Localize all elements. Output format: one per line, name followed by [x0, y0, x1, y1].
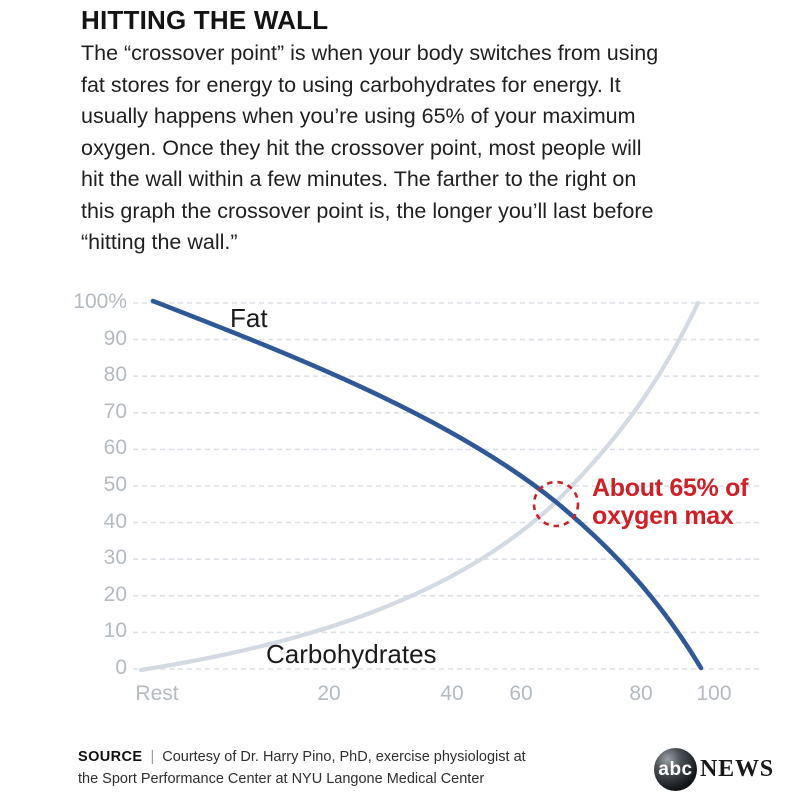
y-axis-tick: 40	[103, 509, 127, 533]
x-axis-tick: 100	[696, 682, 732, 705]
crossover-point-circle	[532, 480, 580, 528]
x-axis-tick: 20	[317, 682, 341, 705]
y-axis-tick: 10	[103, 619, 127, 643]
source-credit: SOURCE | Courtesy of Dr. Harry Pino, PhD, …	[78, 747, 526, 790]
page-title: HITTING THE WALL	[81, 5, 329, 35]
x-axis-tick: 80	[629, 682, 653, 705]
fat-line	[150, 298, 704, 671]
x-axis-tick: 60	[509, 682, 533, 705]
source-separator: |	[150, 749, 155, 765]
x-axis-tick: Rest	[135, 682, 179, 705]
abc-logo-icon: abc	[654, 748, 697, 791]
annotation-line-1: About 65% of	[592, 474, 749, 502]
intro-line: this graph the crossover point is, the l…	[81, 198, 654, 223]
x-axis-tick: 40	[440, 682, 464, 705]
news-wordmark: NEWS	[700, 756, 774, 782]
carbohydrates-line	[138, 300, 701, 673]
intro-paragraph: The “crossover point” is when your body …	[81, 38, 658, 259]
intro-line: hit the wall within a few minutes. The f…	[81, 167, 637, 191]
y-axis-tick: 90	[103, 326, 127, 350]
annotation-line-2: oxygen max	[592, 502, 734, 530]
y-axis-tick: 0	[115, 656, 127, 679]
source-label: SOURCE	[78, 749, 143, 765]
intro-line: The “crossover point” is when your body …	[81, 41, 659, 65]
y-axis-tick: 70	[103, 399, 127, 423]
intro-line: “hitting the wall.”	[81, 230, 238, 254]
y-axis-tick: 50	[103, 473, 127, 496]
y-axis-tick: 80	[103, 363, 127, 387]
intro-line: oxygen. Once they hit the crossover poin…	[81, 135, 642, 160]
gridlines	[133, 302, 760, 670]
source-line-1: SOURCE | Courtesy of Dr. Harry Pino, PhD, …	[78, 747, 526, 769]
crossover-annotation: About 65% of oxygen max	[592, 474, 748, 530]
y-axis-tick: 20	[103, 582, 127, 606]
abc-logo-text: abc	[658, 758, 693, 780]
y-axis-tick: 60	[103, 436, 127, 460]
fat-series-label: Fat	[230, 303, 268, 333]
intro-line: fat stores for energy to using carbohydr…	[81, 72, 621, 97]
carbohydrates-series-label: Carbohydrates	[266, 639, 437, 669]
y-axis-tick: 100%	[73, 290, 127, 313]
y-axis-tick: 30	[103, 546, 127, 570]
intro-line: usually happens when you’re using 65% of…	[81, 104, 636, 128]
source-line-2: the Sport Performance Center at NYU Lang…	[78, 770, 485, 787]
abc-news-logo: abc NEWS	[654, 748, 774, 791]
source-text-1: Courtesy of Dr. Harry Pino, PhD, exercis…	[162, 749, 526, 765]
